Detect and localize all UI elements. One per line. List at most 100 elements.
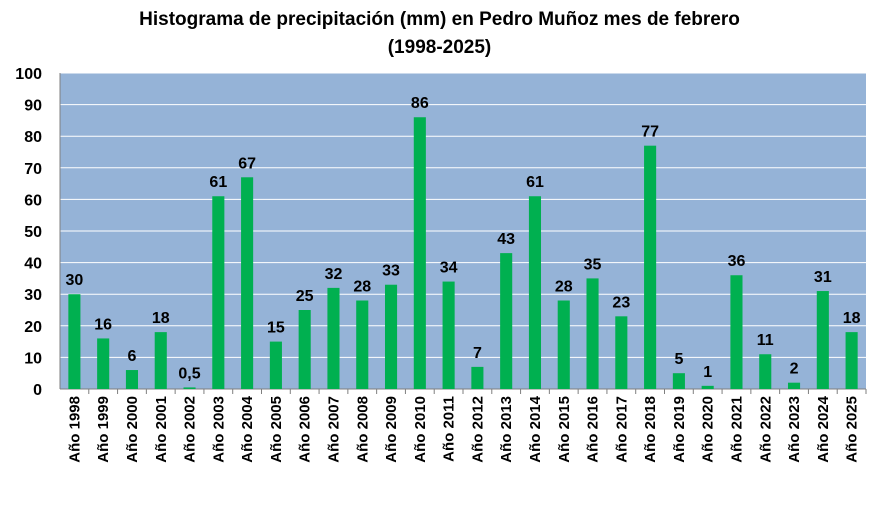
data-label: 0,5 bbox=[178, 365, 200, 382]
data-label: 35 bbox=[584, 256, 602, 273]
bar bbox=[413, 117, 426, 390]
data-label: 61 bbox=[526, 174, 544, 191]
data-label: 43 bbox=[497, 231, 515, 248]
data-label: 5 bbox=[674, 351, 683, 368]
x-category-label: Año 2004 bbox=[239, 395, 256, 462]
data-label: 67 bbox=[238, 155, 256, 172]
bar bbox=[644, 145, 657, 389]
bar bbox=[241, 177, 254, 389]
x-category-label: Año 2009 bbox=[383, 396, 400, 463]
x-category-label: Año 2023 bbox=[786, 396, 803, 463]
data-label: 23 bbox=[612, 294, 630, 311]
x-category-label: Año 2016 bbox=[585, 396, 602, 463]
bar bbox=[586, 278, 599, 389]
data-label: 32 bbox=[325, 266, 343, 283]
x-category-label: Año 2014 bbox=[527, 395, 544, 462]
bar bbox=[298, 310, 311, 389]
bar bbox=[68, 294, 81, 389]
bar bbox=[97, 338, 110, 389]
x-category-label: Año 1998 bbox=[66, 396, 83, 463]
x-category-label: Año 2010 bbox=[412, 396, 429, 463]
y-tick-label: 90 bbox=[24, 98, 42, 115]
x-category-label: Año 2017 bbox=[613, 396, 630, 463]
data-label: 15 bbox=[267, 320, 285, 337]
data-label: 11 bbox=[757, 332, 774, 349]
y-tick-label: 70 bbox=[24, 161, 42, 178]
y-tick-label: 0 bbox=[33, 382, 42, 399]
data-label: 28 bbox=[353, 279, 371, 296]
x-category-label: Año 2006 bbox=[297, 396, 314, 463]
bar bbox=[615, 316, 628, 389]
x-category-label: Año 2000 bbox=[124, 396, 141, 463]
y-tick-label: 80 bbox=[24, 129, 42, 146]
y-tick-label: 100 bbox=[15, 66, 42, 83]
bar bbox=[442, 281, 455, 389]
data-label: 28 bbox=[555, 279, 573, 296]
bar bbox=[845, 332, 858, 389]
data-label: 1 bbox=[703, 364, 712, 381]
x-category-label: Año 1999 bbox=[95, 396, 112, 463]
y-tick-label: 60 bbox=[24, 192, 42, 209]
y-tick-label: 10 bbox=[24, 350, 42, 367]
x-category-label: Año 2015 bbox=[556, 396, 573, 463]
bar bbox=[787, 382, 801, 389]
data-label: 33 bbox=[382, 263, 400, 280]
bar bbox=[759, 354, 772, 389]
x-category-label: Año 2003 bbox=[210, 396, 227, 463]
data-label: 30 bbox=[65, 272, 83, 289]
x-category-label: Año 2002 bbox=[182, 396, 199, 463]
x-category-label: Año 2001 bbox=[153, 396, 170, 463]
data-label: 86 bbox=[411, 95, 429, 112]
x-category-label: Año 2013 bbox=[498, 396, 515, 463]
x-category-label: Año 2025 bbox=[844, 396, 861, 463]
bar bbox=[672, 373, 685, 389]
y-tick-label: 30 bbox=[24, 287, 42, 304]
bar bbox=[154, 332, 167, 389]
data-label: 36 bbox=[728, 253, 746, 270]
bar bbox=[356, 300, 369, 389]
data-label: 6 bbox=[128, 348, 137, 365]
bar bbox=[816, 291, 829, 389]
x-category-label: Año 2018 bbox=[642, 396, 659, 463]
bar bbox=[557, 300, 570, 389]
data-label: 77 bbox=[641, 124, 659, 141]
y-tick-label: 50 bbox=[24, 224, 42, 241]
x-category-label: Año 2007 bbox=[325, 396, 342, 463]
x-category-label: Año 2008 bbox=[354, 396, 371, 463]
y-tick-label: 40 bbox=[24, 256, 42, 273]
x-category-label: Año 2024 bbox=[815, 395, 832, 462]
bar bbox=[701, 385, 714, 389]
x-category-label: Año 2011 bbox=[441, 396, 458, 462]
bar bbox=[125, 370, 139, 389]
bar bbox=[730, 275, 743, 389]
data-label: 34 bbox=[440, 260, 458, 277]
x-category-label: Año 2005 bbox=[268, 396, 285, 463]
data-label: 25 bbox=[296, 288, 314, 305]
x-category-label: Año 2022 bbox=[757, 396, 774, 463]
data-label: 18 bbox=[152, 310, 170, 327]
y-tick-label: 20 bbox=[24, 319, 42, 336]
chart-title-line-2: (1998-2025) bbox=[387, 37, 492, 58]
bar bbox=[528, 196, 542, 389]
data-label: 31 bbox=[814, 269, 832, 286]
chart-title-line-1: Histograma de precipitación (mm) en Pedr… bbox=[139, 9, 740, 30]
bar bbox=[500, 253, 513, 389]
bar bbox=[269, 341, 282, 389]
data-label: 16 bbox=[94, 316, 112, 333]
data-label: 2 bbox=[790, 361, 799, 378]
chart-title: Histograma de precipitación (mm) en Pedr… bbox=[0, 6, 879, 62]
data-label: 61 bbox=[209, 174, 227, 191]
bar bbox=[212, 196, 225, 389]
x-category-label: Año 2019 bbox=[671, 396, 688, 463]
bar bbox=[471, 366, 484, 389]
data-label: 18 bbox=[843, 310, 861, 327]
data-label: 7 bbox=[473, 345, 482, 362]
x-category-label: Año 2021 bbox=[728, 396, 745, 463]
bar bbox=[183, 387, 196, 389]
bar bbox=[384, 284, 398, 389]
x-category-label: Año 2020 bbox=[700, 396, 717, 463]
x-category-label: Año 2012 bbox=[469, 396, 486, 463]
bar bbox=[327, 287, 340, 389]
